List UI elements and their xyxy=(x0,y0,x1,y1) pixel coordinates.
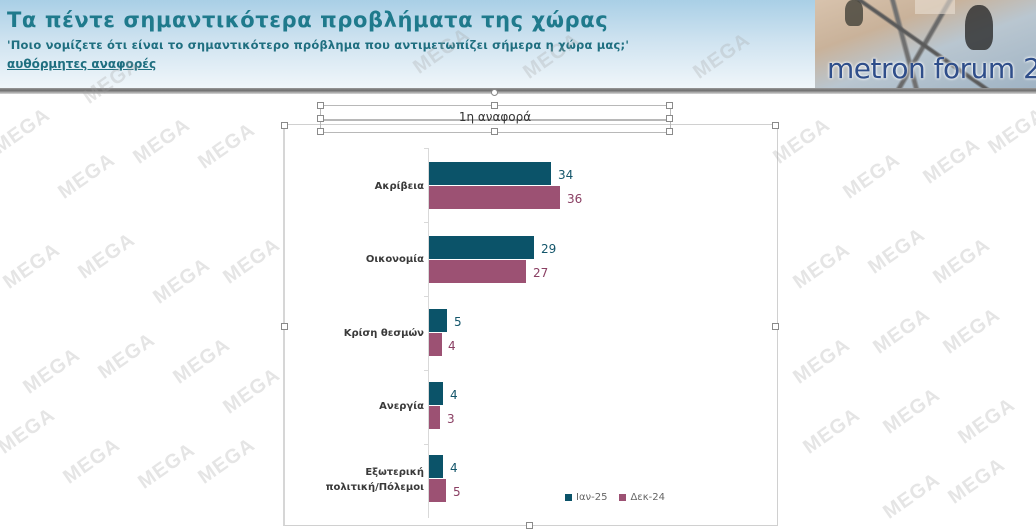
data-label: 27 xyxy=(533,266,549,280)
data-label: 4 xyxy=(450,461,458,475)
watermark: MEGA xyxy=(789,238,855,294)
legend-swatch-icon xyxy=(565,494,572,501)
category-label: Κρίση θεσμών xyxy=(343,328,424,339)
resize-handle[interactable] xyxy=(491,128,498,135)
axis-tick xyxy=(424,222,428,223)
category-label: Ανεργία xyxy=(379,401,424,412)
watermark: MEGA xyxy=(864,223,930,279)
bar-dec-akriveia[interactable] xyxy=(429,186,560,209)
category-label: πολιτική/Πόλεμοι xyxy=(325,482,424,493)
resize-handle[interactable] xyxy=(281,122,288,129)
legend-item-dec[interactable]: Δεκ-24 xyxy=(619,492,665,503)
resize-handle[interactable] xyxy=(772,122,779,129)
axis-tick xyxy=(424,370,428,371)
category-label: Οικονομία xyxy=(365,254,424,265)
logo-photo-detail xyxy=(915,0,955,14)
watermark: MEGA xyxy=(59,433,125,489)
watermark: MEGA xyxy=(839,148,905,204)
survey-question: 'Ποιο νομίζετε ότι είναι το σημαντικότερ… xyxy=(7,38,630,52)
data-label: 34 xyxy=(558,168,574,182)
bar-jan-exoteriki-politiki[interactable] xyxy=(429,455,443,478)
watermark: MEGA xyxy=(134,438,200,494)
watermark: MEGA xyxy=(799,403,865,459)
category-label: Ακρίβεια xyxy=(374,181,424,192)
bar-jan-akriveia[interactable] xyxy=(429,162,551,185)
watermark: MEGA xyxy=(929,233,995,289)
bar-dec-anergia[interactable] xyxy=(429,406,440,429)
legend-item-jan[interactable]: Ιαν-25 xyxy=(565,492,607,503)
bar-dec-oikonomia[interactable] xyxy=(429,260,526,283)
slide-title: Τα πέντε σημαντικότερα προβλήματα της χώ… xyxy=(7,8,609,32)
watermark: MEGA xyxy=(54,148,120,204)
axis-tick xyxy=(424,444,428,445)
resize-handle[interactable] xyxy=(317,115,324,122)
watermark: MEGA xyxy=(769,113,835,169)
resize-handle[interactable] xyxy=(317,128,324,135)
resize-handle[interactable] xyxy=(666,128,673,135)
data-label: 5 xyxy=(454,315,462,329)
resize-handle[interactable] xyxy=(772,323,779,330)
watermark: MEGA xyxy=(0,238,65,294)
logo-photo-figure xyxy=(845,0,863,26)
watermark: MEGA xyxy=(789,333,855,389)
legend-swatch-icon xyxy=(619,494,627,501)
watermark: MEGA xyxy=(194,433,260,489)
metron-forum-logo: metron forum 2 xyxy=(815,0,1036,90)
bar-jan-oikonomia[interactable] xyxy=(429,236,534,259)
watermark: MEGA xyxy=(879,383,945,439)
watermark: MEGA xyxy=(0,103,55,159)
watermark: MEGA xyxy=(194,118,260,174)
watermark: MEGA xyxy=(939,303,1005,359)
watermark: MEGA xyxy=(879,468,945,524)
resize-handle[interactable] xyxy=(526,522,533,529)
watermark: MEGA xyxy=(19,343,85,399)
watermark: MEGA xyxy=(129,113,195,169)
resize-handle[interactable] xyxy=(666,115,673,122)
watermark: MEGA xyxy=(919,133,985,189)
data-label: 4 xyxy=(450,388,458,402)
bar-dec-krisi-thesmon[interactable] xyxy=(429,333,442,356)
watermark: MEGA xyxy=(984,103,1036,159)
chart-legend[interactable]: Ιαν-25 Δεκ-24 xyxy=(565,492,673,503)
response-type-note: αυθόρμητες αναφορές xyxy=(7,57,157,71)
watermark: MEGA xyxy=(149,253,215,309)
data-label: 5 xyxy=(453,485,461,499)
axis-tick xyxy=(424,148,428,149)
data-label: 4 xyxy=(448,339,456,353)
bar-jan-krisi-thesmon[interactable] xyxy=(429,309,447,332)
watermark: MEGA xyxy=(944,453,1010,509)
watermark: MEGA xyxy=(169,333,235,389)
watermark: MEGA xyxy=(0,403,60,459)
watermark: MEGA xyxy=(74,228,140,284)
legend-label: Ιαν-25 xyxy=(576,492,608,503)
resize-handle[interactable] xyxy=(281,323,288,330)
rotate-handle[interactable] xyxy=(491,89,498,96)
resize-handle[interactable] xyxy=(491,102,498,109)
chart-title[interactable]: 1η αναφορά xyxy=(458,110,532,124)
bar-jan-anergia[interactable] xyxy=(429,382,443,405)
watermark: MEGA xyxy=(94,328,160,384)
slide-header: Τα πέντε σημαντικότερα προβλήματα της χώ… xyxy=(0,0,1036,92)
watermark: MEGA xyxy=(219,363,285,419)
data-label: 29 xyxy=(541,242,557,256)
watermark: MEGA xyxy=(219,233,285,289)
data-label: 3 xyxy=(447,412,455,426)
logo-text: metron forum 2 xyxy=(827,52,1036,85)
data-label: 36 xyxy=(567,192,583,206)
axis-tick xyxy=(424,296,428,297)
watermark: MEGA xyxy=(869,303,935,359)
header-divider xyxy=(0,88,1036,94)
bar-dec-exoteriki-politiki[interactable] xyxy=(429,479,446,502)
logo-photo-figure xyxy=(965,5,993,50)
resize-handle[interactable] xyxy=(317,102,324,109)
legend-label: Δεκ-24 xyxy=(630,492,665,503)
category-axis xyxy=(428,148,429,518)
watermark: MEGA xyxy=(954,393,1020,449)
resize-handle[interactable] xyxy=(666,102,673,109)
category-label: Εξωτερική xyxy=(365,467,424,478)
